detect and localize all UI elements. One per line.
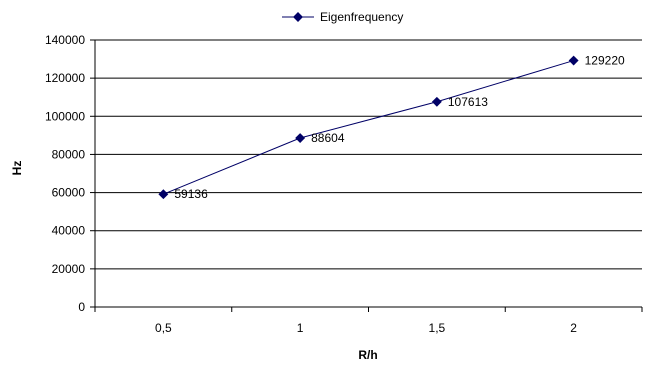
x-tick-label: 2 [570, 321, 577, 335]
x-axis-ticks: 0,5 1 1,5 2 [94, 307, 643, 335]
x-axis-title: R/h [358, 348, 377, 362]
y-tick-label: 120000 [45, 71, 85, 85]
y-axis-title: Hz [10, 161, 24, 176]
y-tick-label: 80000 [52, 147, 86, 161]
y-tick-label: 60000 [52, 186, 86, 200]
y-tick-label: 100000 [45, 109, 85, 123]
legend-label: Eigenfrequency [320, 10, 403, 24]
x-tick-label: 0,5 [155, 321, 172, 335]
legend-marker [293, 12, 303, 22]
data-point [431, 96, 442, 107]
gridlines [95, 39, 642, 270]
data-label: 59136 [174, 187, 208, 201]
y-axis-ticks: 0 20000 40000 60000 80000 100000 120000 140000 [45, 33, 95, 314]
series-line [163, 60, 574, 195]
data-point [568, 55, 579, 66]
x-tick-label: 1,5 [429, 321, 446, 335]
legend: Eigenfrequency [282, 10, 403, 24]
y-tick-label: 0 [78, 300, 85, 314]
series-eigenfrequency: 59136 88604 107613 129220 [158, 54, 625, 201]
y-tick-label: 40000 [52, 224, 86, 238]
x-tick-label: 1 [297, 321, 304, 335]
data-label: 129220 [585, 54, 625, 68]
data-point [295, 133, 306, 143]
y-tick-label: 140000 [45, 33, 85, 47]
data-label: 107613 [448, 95, 488, 109]
data-point [158, 189, 169, 200]
y-tick-label: 20000 [52, 262, 86, 276]
data-label: 88604 [311, 131, 345, 145]
